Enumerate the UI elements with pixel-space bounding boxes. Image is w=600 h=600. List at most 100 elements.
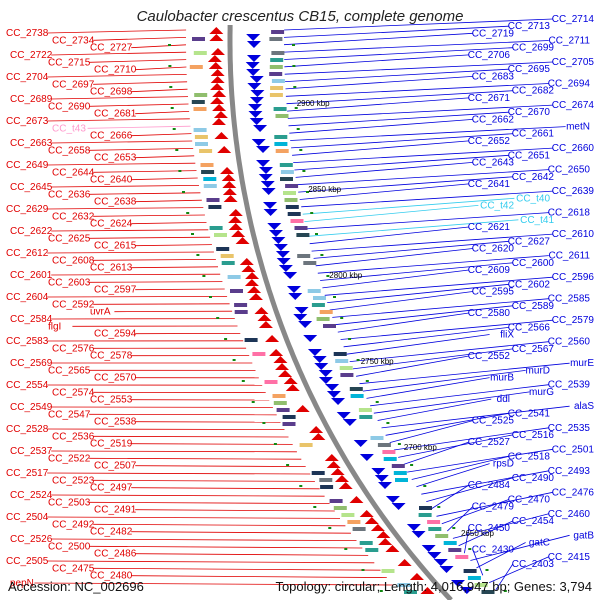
cog-block [290,219,304,223]
right-leader-line [458,520,513,547]
right-leader-line [287,97,469,112]
left-leader-line [51,96,189,100]
forward-gene-arrow [326,461,341,468]
left-leader-line [51,51,187,56]
right-gene-label: CC_2460 [548,509,591,520]
right-leader-line [302,197,515,215]
right-leader-line [311,233,553,252]
right-gene-label: CC_2711 [548,36,590,47]
reverse-gene-arrow [261,188,276,195]
tick-mark [333,296,336,298]
reverse-gene-arrow [318,377,333,384]
left-gene-label: uvrA [90,307,111,318]
forward-gene-arrow [311,433,326,440]
right-gene-label: gatC [529,538,550,549]
left-gene-label: CC_2632 [52,211,95,222]
left-gene-label: CC_2528 [6,424,49,435]
right-leader-line [309,226,469,245]
reverse-gene-arrow [342,419,357,426]
reverse-gene-arrow [294,307,309,314]
left-gene-label: pepN [10,578,34,589]
cog-block [335,359,349,363]
left-leader-line [93,214,205,217]
cog-block [435,534,449,538]
right-leader-line [284,61,553,75]
right-leader-line [334,305,513,326]
right-gene-label: murB [490,373,514,384]
reverse-gene-arrow [278,265,293,272]
cog-block [282,422,296,426]
right-leader-line [315,248,473,267]
right-gene-label: CC_2660 [552,143,595,154]
right-gene-label: CC_2470 [508,495,551,506]
right-leader-line [398,434,513,458]
forward-gene-arrow [228,216,243,223]
forward-gene-arrow [210,83,225,90]
tick-mark [232,359,236,361]
cog-block [200,163,214,167]
reverse-gene-arrow [250,90,265,97]
left-leader-line [47,29,187,34]
cog-block [203,184,217,188]
forward-gene-arrow [244,279,259,286]
right-label-lines [283,18,570,591]
reverse-gene-arrow [249,97,264,104]
left-gene-label: flgI [48,321,61,332]
right-gene-label: CC_2602 [508,279,551,290]
reverse-gene-arrow [325,384,340,391]
left-leader-line [89,103,189,107]
forward-gene-arrow [231,230,246,237]
tick-mark [313,506,317,508]
left-leader-line [51,140,193,144]
cog-block [193,107,207,111]
right-gene-label: CC_2694 [548,79,591,90]
tick-mark [216,317,220,319]
right-leader-line [472,549,484,576]
right-gene-label: CC_2651 [508,150,551,161]
reverse-gene-arrow [246,41,261,48]
right-leader-line [322,269,469,289]
left-gene-label: CC_2547 [48,409,91,420]
left-leader-line [135,111,190,115]
tick-mark [299,485,303,487]
right-leader-line [284,18,553,31]
cog-block [271,30,285,34]
left-gene-label: CC_2636 [48,189,91,200]
cog-block [333,352,347,356]
left-leader-line [89,192,201,195]
right-leader-line [340,319,553,340]
left-leader-line [89,281,223,283]
tick-mark [202,275,206,277]
reverse-gene-arrow [298,321,313,328]
right-leader-line [293,147,553,163]
right-leader-line [285,83,549,97]
cog-block [448,548,462,552]
scale-label: 2800 kbp [329,271,362,280]
genome-backbone [227,25,453,600]
reverse-gene-arrow [255,146,270,153]
reverse-gene-arrow [286,286,301,293]
right-leader-line [421,470,549,495]
forward-gene-arrow [334,475,349,482]
cog-block [303,261,317,265]
right-gene-label: CC_2476 [552,487,595,498]
tick-mark [328,527,332,529]
right-labels: CC_2714CC_2713CC_2719CC_2711CC_2699CC_27… [468,14,595,570]
cog-block [203,177,217,181]
right-gene-label: CC_2714 [552,14,595,25]
right-gene-label: CC_2671 [468,93,511,104]
cog-block [311,303,325,307]
left-gene-label: CC_2690 [48,101,91,112]
right-gene-label: CC_2620 [472,244,515,255]
tick-mark [296,128,300,130]
left-leader-line [89,413,277,416]
tick-mark [375,401,379,403]
cog-block [209,226,223,230]
cog-block [285,205,299,209]
tick-mark [170,107,174,109]
left-leader-line [47,560,375,564]
forward-gene-arrow [222,181,237,188]
left-leader-line [131,222,207,225]
reverse-gene-arrow [245,62,260,69]
reverse-gene-arrow [268,230,283,237]
